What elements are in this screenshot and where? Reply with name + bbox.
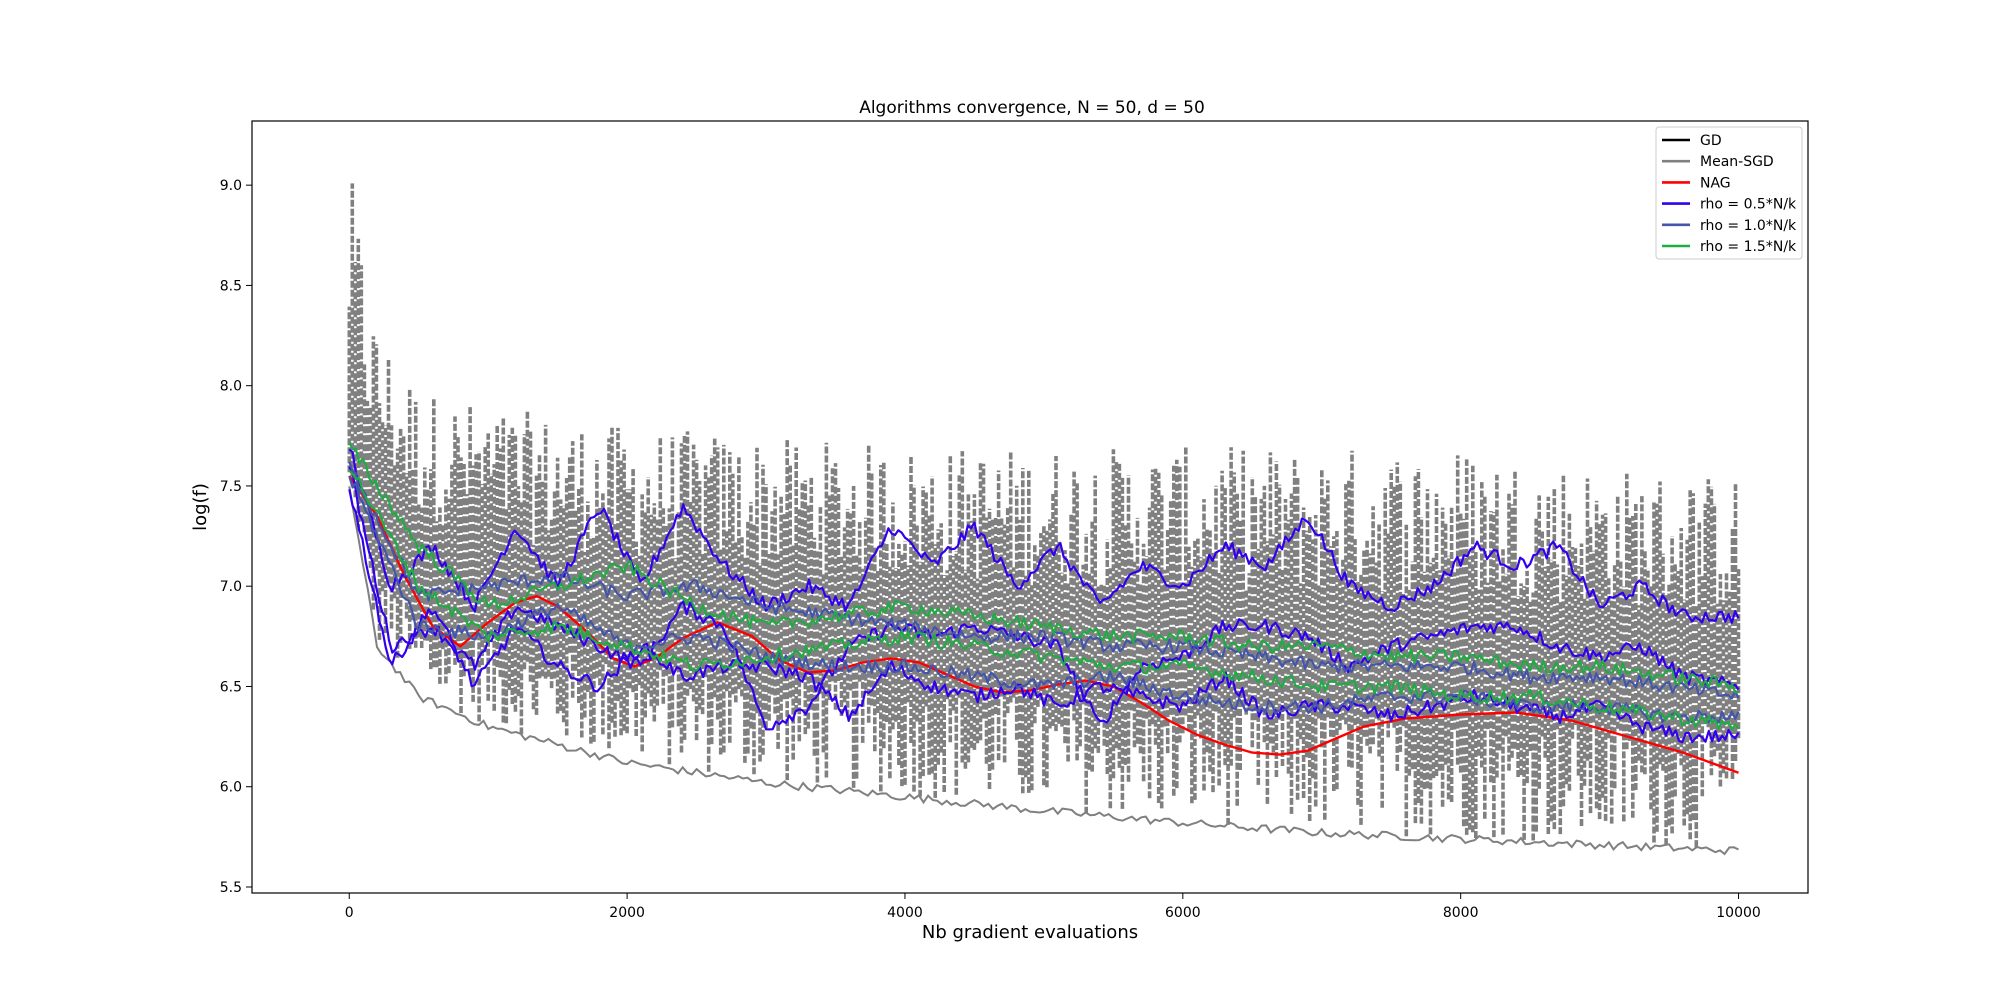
legend-label: NAG xyxy=(1700,175,1731,191)
y-tick-label: 7.0 xyxy=(220,579,242,595)
series-mean-sgd xyxy=(347,183,1741,856)
mean-sgd-lower-edge xyxy=(348,486,1739,856)
x-tick-label: 6000 xyxy=(1165,905,1201,921)
x-tick-label: 0 xyxy=(345,905,354,921)
axes-frame xyxy=(251,120,1809,894)
legend-item-rho-1-0-n-k: rho = 1.0*N/k xyxy=(1662,218,1797,234)
x-tick-label: 2000 xyxy=(609,905,645,921)
legend-item-rho-0-5-n-k: rho = 0.5*N/k xyxy=(1662,197,1797,213)
y-tick-label: 8.5 xyxy=(220,278,242,294)
series-nag-1 xyxy=(348,475,1739,774)
series-rho-1-5-n-k-1 xyxy=(348,442,1739,694)
series-rho-1-5-n-k-2 xyxy=(348,469,1740,731)
y-tick-label: 5.5 xyxy=(220,880,242,896)
legend-label: rho = 0.5*N/k xyxy=(1700,197,1797,213)
legend-label: rho = 1.5*N/k xyxy=(1700,239,1797,255)
x-axis: 0 2000 4000 6000 8000 10000 xyxy=(345,893,1761,921)
nag-line xyxy=(348,475,1739,774)
legend-label: GD xyxy=(1700,133,1722,149)
y-tick-label: 9.0 xyxy=(220,178,242,194)
y-tick-label: 6.0 xyxy=(220,780,242,796)
y-tick-label: 7.5 xyxy=(220,479,242,495)
legend: GD Mean-SGD NAG rho = 0.5*N/k rho = 1.0*N/k r… xyxy=(1655,126,1803,260)
rho-1-5-n-k-line xyxy=(348,442,1739,694)
y-tick-label: 8.0 xyxy=(220,379,242,395)
chart-title: Algorithms convergence, N = 50, d = 50 xyxy=(859,98,1205,118)
legend-item-nag: NAG xyxy=(1662,175,1731,191)
y-axis-label: log(f) xyxy=(190,483,211,531)
legend-label: Mean-SGD xyxy=(1700,154,1774,170)
plot-area xyxy=(347,183,1741,856)
y-axis: 5.5 6.0 6.5 7.0 7.5 8.0 8.5 9.0 xyxy=(220,178,252,896)
series-rho-0-5-n-k-1 xyxy=(348,448,1740,624)
rho-0-5-n-k-line xyxy=(348,448,1740,624)
x-tick-label: 4000 xyxy=(887,905,923,921)
x-tick-label: 10000 xyxy=(1716,905,1761,921)
rho-0-5-n-k-line xyxy=(348,466,1740,731)
legend-box xyxy=(1655,126,1803,260)
legend-item-gd: GD xyxy=(1662,133,1722,149)
x-tick-label: 8000 xyxy=(1443,905,1479,921)
series-rho-0-5-n-k-2 xyxy=(348,466,1740,731)
series-rho-0-5-n-k-3 xyxy=(348,489,1740,744)
mean-sgd-band xyxy=(347,183,1741,848)
legend-label: rho = 1.0*N/k xyxy=(1700,218,1797,234)
x-axis-label: Nb gradient evaluations xyxy=(922,922,1138,943)
legend-item-mean-sgd: Mean-SGD xyxy=(1662,154,1774,170)
rho-1-5-n-k-line xyxy=(348,469,1740,731)
y-tick-label: 6.5 xyxy=(220,679,242,695)
rho-0-5-n-k-line xyxy=(348,489,1740,744)
legend-item-rho-1-5-n-k: rho = 1.5*N/k xyxy=(1662,239,1797,255)
